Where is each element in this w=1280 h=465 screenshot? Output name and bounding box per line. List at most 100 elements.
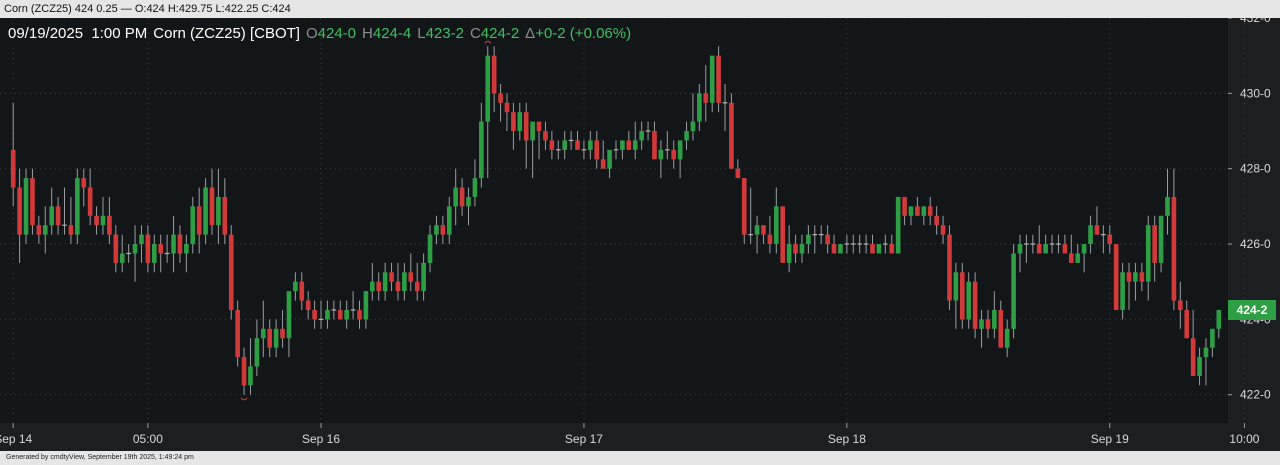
candle [382, 262, 388, 301]
candle [1094, 206, 1100, 235]
candle [992, 291, 997, 339]
candle [498, 83, 503, 122]
candle-body [511, 112, 516, 132]
candle-body [184, 244, 189, 254]
candle [1190, 309, 1196, 376]
candle-body [671, 149, 677, 160]
candle-body [119, 253, 125, 263]
candle [126, 244, 131, 263]
candle-body [23, 178, 29, 235]
candle-body [209, 187, 215, 226]
candle [581, 140, 587, 160]
candle [838, 244, 843, 254]
candle-body [196, 206, 202, 235]
candle-body [389, 272, 394, 282]
candle-body [216, 196, 221, 226]
candle-body [908, 206, 914, 216]
candle-body [966, 281, 972, 320]
candle-body [549, 140, 555, 150]
candle [895, 196, 901, 254]
candle-body [543, 131, 548, 141]
candle-body [440, 225, 446, 235]
candle [100, 196, 106, 235]
candle [857, 234, 862, 254]
candle [774, 187, 779, 254]
candle [709, 55, 715, 113]
candle [376, 272, 382, 301]
candle-body [81, 178, 87, 188]
candle [588, 131, 593, 160]
candle-body [1036, 244, 1042, 254]
candle-body [453, 187, 458, 207]
candle-body [260, 328, 266, 339]
candle [985, 309, 991, 339]
candle [639, 121, 644, 150]
candle [1017, 234, 1023, 273]
candle [927, 196, 933, 226]
candle-body [68, 225, 74, 235]
candle [850, 234, 856, 254]
candle [280, 309, 285, 348]
candle-body [825, 234, 830, 245]
candle [1024, 234, 1029, 263]
candle [915, 196, 920, 216]
candle [395, 262, 401, 301]
candle-body [36, 225, 42, 235]
candle [812, 225, 818, 254]
candle-body [1145, 225, 1151, 282]
candle [453, 168, 458, 226]
candle-body [735, 168, 741, 179]
candle [36, 215, 42, 245]
candle [62, 187, 67, 235]
time-axis[interactable]: Sep 14 05:00 Sep 16 Sep 17 Sep 18 Sep 19 10:00 [0, 423, 1260, 446]
candle-body [600, 159, 606, 169]
candle [1120, 262, 1125, 320]
candle [466, 187, 471, 226]
candle [203, 178, 208, 245]
candle [972, 272, 978, 339]
candle-body [767, 234, 773, 245]
candle [703, 65, 709, 122]
candle [966, 272, 972, 329]
candle [254, 319, 260, 376]
candle-body [100, 215, 106, 226]
candle-body [972, 281, 978, 329]
ohlc-legend: 09/19/2025 1:00 PM Corn (ZCZ25) [CBOT] O42… [8, 25, 631, 42]
candle-body [1139, 272, 1145, 282]
candle-body [1184, 309, 1190, 339]
candle-body [934, 215, 939, 226]
candle [908, 206, 914, 226]
candle [402, 262, 407, 301]
time-axis-background [0, 423, 1280, 451]
candle [344, 300, 349, 329]
candle-body [376, 281, 382, 292]
candle-body [145, 234, 151, 263]
candle-body [132, 244, 138, 254]
legend-instrument: Corn (ZCZ25) [CBOT] [153, 25, 300, 42]
candle-body [786, 244, 792, 263]
candle-body [498, 93, 503, 103]
candle [1043, 234, 1048, 254]
candle [273, 319, 279, 358]
candle [1171, 168, 1177, 310]
candle-body [42, 225, 48, 235]
candle [446, 196, 452, 245]
candle [49, 187, 54, 235]
candle-body [639, 131, 644, 141]
candle [1011, 244, 1016, 339]
candle-body [312, 309, 317, 320]
candle [626, 131, 632, 150]
candle [299, 272, 305, 310]
candle [305, 291, 311, 320]
candle-body [113, 234, 119, 263]
candle-body [504, 102, 510, 113]
candle [870, 234, 875, 254]
candlestick-chart[interactable]: 422-0 424-0 426-0 428-0 430-0 432-0 Sep 14 05:… [0, 11, 1280, 451]
candle [1184, 300, 1190, 339]
candle [151, 234, 157, 273]
candle [530, 121, 535, 179]
candle [164, 234, 170, 263]
candle [216, 168, 221, 245]
